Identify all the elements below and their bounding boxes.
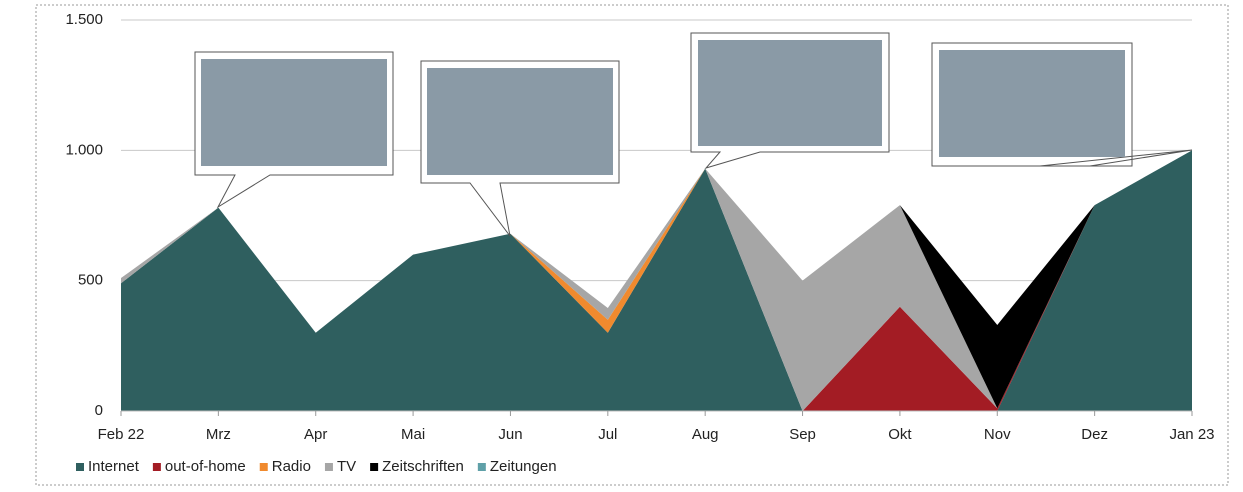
legend-swatch <box>153 463 161 471</box>
legend-swatch <box>370 463 378 471</box>
photo <box>939 50 1125 157</box>
x-tick-label: Nov <box>984 426 1011 443</box>
x-tick-label: Feb 22 <box>98 426 145 443</box>
legend-swatch <box>76 463 84 471</box>
x-tick-label: Jan 23 <box>1169 426 1214 443</box>
y-tick-label: 500 <box>78 272 103 289</box>
x-tick-label: Sep <box>789 426 816 443</box>
legend-label: Zeitschriften <box>382 458 464 475</box>
photo <box>698 40 882 146</box>
legend-label: out-of-home <box>165 458 246 475</box>
legend-swatch <box>260 463 268 471</box>
y-tick-label: 1.500 <box>65 11 103 28</box>
x-tick-label: Mai <box>401 426 425 443</box>
legend-swatch <box>325 463 333 471</box>
chart: 0 500 1.000 1.500 Feb 22 Mrz Apr Mai Jun Jul Aug Se… <box>0 0 1243 492</box>
photo <box>427 68 613 175</box>
legend-label: Internet <box>88 458 140 475</box>
legend-label: TV <box>337 458 356 475</box>
x-tick-label: Okt <box>888 426 912 443</box>
y-tick-label: 0 <box>95 402 103 419</box>
legend-label: Zeitungen <box>490 458 557 475</box>
y-tick-label: 1.000 <box>65 141 103 158</box>
x-tick-label: Apr <box>304 426 327 443</box>
x-tick-label: Dez <box>1081 426 1108 443</box>
photo <box>201 59 387 166</box>
x-tick-label: Mrz <box>206 426 231 443</box>
x-tick-label: Jul <box>598 426 617 443</box>
x-tick-label: Jun <box>498 426 522 443</box>
x-tick-label: Aug <box>692 426 719 443</box>
legend-label: Radio <box>272 458 311 475</box>
legend-swatch <box>478 463 486 471</box>
